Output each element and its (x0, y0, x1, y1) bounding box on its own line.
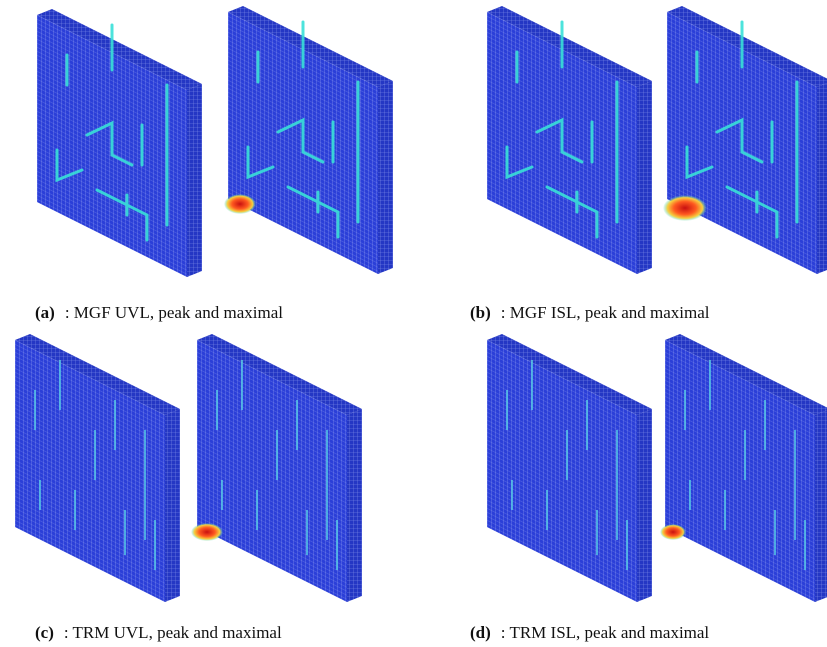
caption: (a) : MGF UVL, peak and maximal (35, 303, 283, 322)
caption-label: (b) (470, 303, 491, 322)
panel-a (37, 6, 393, 277)
caption-text: : MGF UVL, peak and maximal (65, 303, 283, 322)
panel-d (487, 334, 827, 602)
caption: (d) : TRM ISL, peak and maximal (470, 623, 709, 642)
caption-label: (a) (35, 303, 55, 322)
caption-text: : TRM UVL, peak and maximal (64, 623, 282, 642)
caption: (c) : TRM UVL, peak and maximal (35, 623, 282, 642)
caption-text: : TRM ISL, peak and maximal (501, 623, 710, 642)
panel-c (15, 334, 362, 602)
panel-b (487, 6, 827, 274)
caption-label: (c) (35, 623, 54, 642)
caption-label: (d) (470, 623, 491, 642)
caption: (b) : MGF ISL, peak and maximal (470, 303, 710, 322)
caption-text: : MGF ISL, peak and maximal (501, 303, 710, 322)
